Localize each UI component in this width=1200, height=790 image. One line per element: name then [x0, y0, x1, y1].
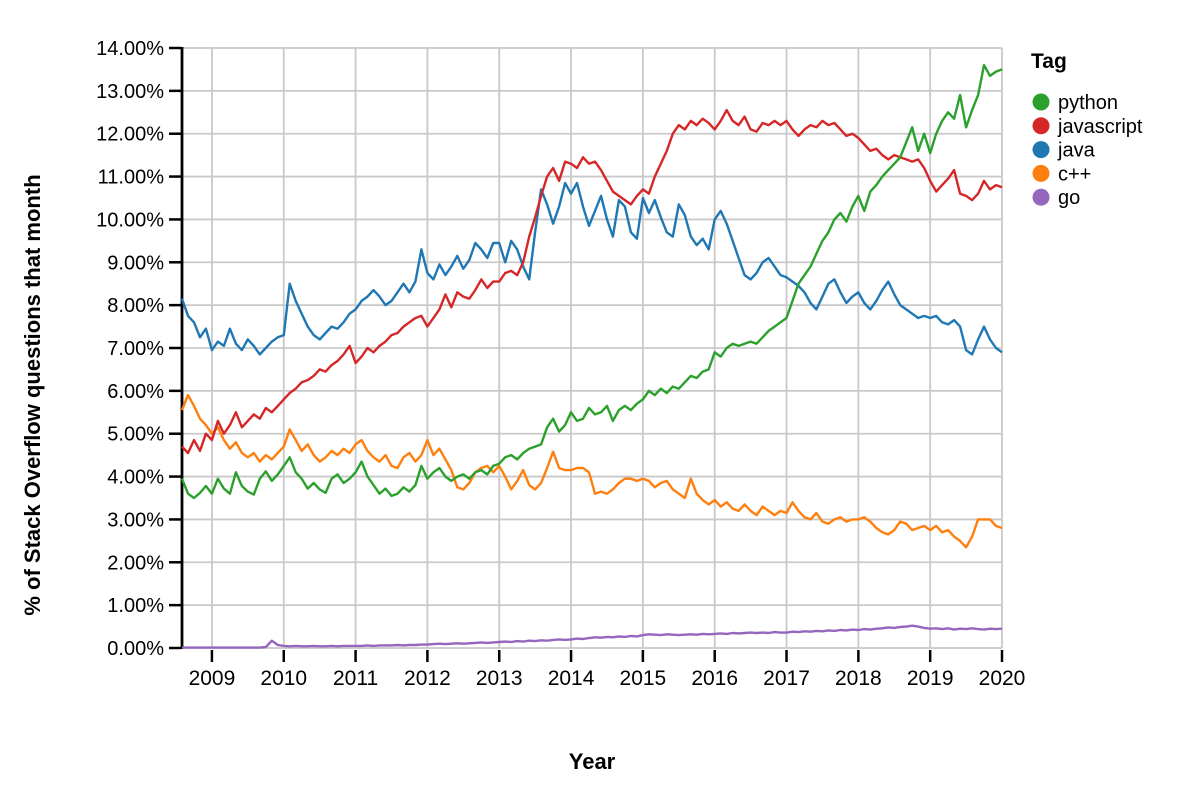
grid-layer: [182, 47, 1003, 649]
y-tick-label: 4.00%: [107, 467, 164, 489]
legend-swatch-java-icon: [1032, 141, 1050, 159]
axis-layer: 0.00% 1.00% 2.00% 3.00% 4.00% 5.00% 6.00% 7.00%…: [96, 38, 1025, 690]
legend-item-javascript[interactable]: javascript: [1032, 116, 1143, 138]
y-tick-label: 8.00%: [107, 295, 164, 317]
y-tick-label: 7.00%: [107, 338, 164, 360]
series-line-c++[interactable]: [180, 393, 1003, 549]
x-tick-label: 2012: [404, 667, 451, 690]
x-tick-label: 2019: [907, 667, 954, 690]
series-layer: [180, 63, 1003, 649]
y-axis-title: % of Stack Overflow questions that month: [20, 174, 45, 615]
x-tick-label: 2015: [620, 667, 667, 690]
legend-item-go[interactable]: go: [1032, 187, 1081, 209]
legend-title: Tag: [1031, 50, 1067, 73]
x-tick-label: 2014: [548, 667, 595, 690]
legend-label: go: [1058, 187, 1080, 209]
series-line-python[interactable]: [180, 63, 1003, 500]
x-tick-label: 2020: [979, 667, 1026, 690]
y-tick-label: 12.00%: [96, 124, 164, 146]
y-tick-label: 5.00%: [107, 424, 164, 446]
y-tick-label: 11.00%: [98, 167, 165, 189]
y-tick-label: 9.00%: [107, 252, 164, 274]
legend-item-java[interactable]: java: [1032, 140, 1096, 162]
y-tick-label: 0.00%: [107, 638, 164, 660]
y-tick-label: 2.00%: [107, 552, 164, 574]
x-axis-title: Year: [569, 749, 616, 774]
x-tick-label: 2010: [260, 667, 307, 690]
y-tick-label: 14.00%: [96, 38, 164, 60]
y-tick-label: 6.00%: [107, 381, 164, 403]
x-tick-label: 2011: [333, 667, 378, 690]
y-tick-label: 3.00%: [107, 509, 164, 531]
x-tick-label: 2018: [835, 667, 882, 690]
y-tick-label: 1.00%: [107, 595, 164, 617]
legend-item-python[interactable]: python: [1032, 92, 1119, 114]
x-tick-label: 2017: [763, 667, 810, 690]
legend-label: java: [1057, 140, 1096, 162]
legend-swatch-javascript-icon: [1032, 117, 1050, 135]
x-tick-label: 2013: [476, 667, 523, 690]
legend-label: python: [1058, 92, 1118, 114]
legend-swatch-python-icon: [1032, 93, 1050, 111]
x-tick-label: 2009: [189, 667, 236, 690]
legend-label: javascript: [1057, 116, 1143, 138]
legend-swatch-go-icon: [1032, 188, 1050, 206]
legend-item-c++[interactable]: c++: [1032, 163, 1092, 185]
legend-label: c++: [1058, 163, 1091, 185]
legend-swatch-c++-icon: [1032, 164, 1050, 182]
y-tick-label: 13.00%: [96, 81, 164, 103]
x-tick-label: 2016: [691, 667, 738, 690]
series-line-java[interactable]: [180, 181, 1003, 356]
series-line-javascript[interactable]: [181, 108, 1003, 455]
series-line-go[interactable]: [182, 624, 1003, 649]
y-tick-label: 10.00%: [96, 209, 164, 231]
